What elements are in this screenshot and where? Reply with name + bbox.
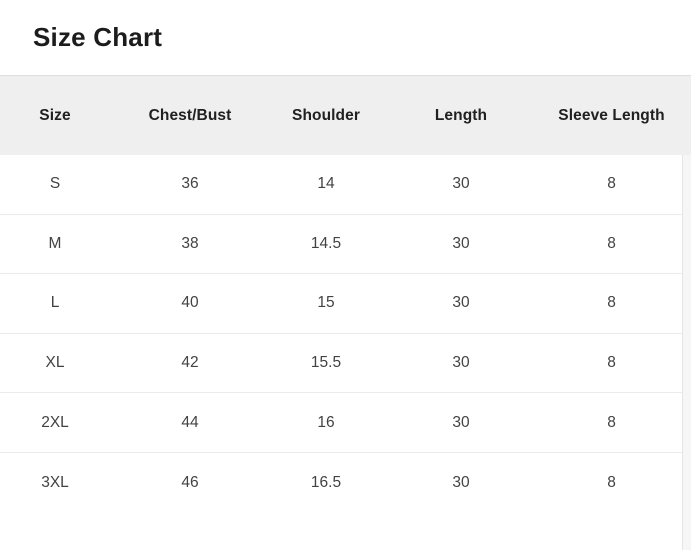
table-row-3xl: 3XL 46 16.5 30 8 bbox=[0, 453, 683, 513]
cell-shoulder: 15.5 bbox=[310, 354, 342, 372]
size-chart-table: Size Chest/Bust Shoulder Length Sleeve L… bbox=[0, 75, 691, 550]
cell-sleeve-length: 8 bbox=[607, 175, 616, 193]
column-header-length: Length bbox=[434, 106, 488, 124]
cell-sleeve-length: 8 bbox=[607, 234, 616, 252]
vertical-scrollbar-track[interactable] bbox=[683, 155, 691, 550]
page-title: Size Chart bbox=[33, 22, 163, 52]
cell-chest-bust: 40 bbox=[181, 294, 199, 312]
cell-size: XL bbox=[45, 354, 65, 372]
cell-size: S bbox=[49, 175, 61, 193]
cell-shoulder: 16 bbox=[317, 413, 335, 431]
cell-sleeve-length: 8 bbox=[607, 413, 616, 431]
table-row-s: S 36 14 30 8 bbox=[0, 155, 683, 215]
cell-shoulder: 15 bbox=[317, 294, 335, 312]
cell-size: L bbox=[50, 294, 60, 312]
cell-length: 30 bbox=[452, 473, 470, 491]
cell-shoulder: 16.5 bbox=[310, 473, 342, 491]
table-row-m: M 38 14.5 30 8 bbox=[0, 215, 683, 275]
cell-sleeve-length: 8 bbox=[607, 473, 616, 491]
table-row-2xl: 2XL 44 16 30 8 bbox=[0, 393, 683, 453]
cell-shoulder: 14 bbox=[317, 175, 335, 193]
table-header-row: Size Chest/Bust Shoulder Length Sleeve L… bbox=[0, 75, 691, 155]
title-bar: Size Chart bbox=[0, 0, 691, 75]
cell-chest-bust: 42 bbox=[181, 354, 199, 372]
cell-chest-bust: 36 bbox=[181, 175, 199, 193]
cell-length: 30 bbox=[452, 175, 470, 193]
column-header-sleeve-length: Sleeve Length bbox=[558, 106, 665, 124]
column-header-size: Size bbox=[39, 106, 71, 124]
cell-size: M bbox=[48, 234, 62, 252]
cell-length: 30 bbox=[452, 234, 470, 252]
cell-length: 30 bbox=[452, 354, 470, 372]
table-body: S 36 14 30 8 M 38 14.5 30 8 L 40 15 30 8 bbox=[0, 155, 683, 513]
table-right-border bbox=[682, 155, 683, 550]
cell-size: 2XL bbox=[41, 413, 69, 431]
table-row-xl: XL 42 15.5 30 8 bbox=[0, 334, 683, 394]
column-header-chest-bust: Chest/Bust bbox=[148, 106, 232, 124]
cell-chest-bust: 46 bbox=[181, 473, 199, 491]
column-header-shoulder: Shoulder bbox=[292, 106, 360, 124]
cell-shoulder: 14.5 bbox=[310, 234, 342, 252]
cell-size: 3XL bbox=[41, 473, 69, 491]
table-header-grid: Size Chest/Bust Shoulder Length Sleeve L… bbox=[0, 107, 683, 125]
cell-length: 30 bbox=[452, 294, 470, 312]
cell-chest-bust: 38 bbox=[181, 234, 199, 252]
cell-sleeve-length: 8 bbox=[607, 354, 616, 372]
table-row-l: L 40 15 30 8 bbox=[0, 274, 683, 334]
cell-chest-bust: 44 bbox=[181, 413, 199, 431]
cell-sleeve-length: 8 bbox=[607, 294, 616, 312]
cell-length: 30 bbox=[452, 413, 470, 431]
